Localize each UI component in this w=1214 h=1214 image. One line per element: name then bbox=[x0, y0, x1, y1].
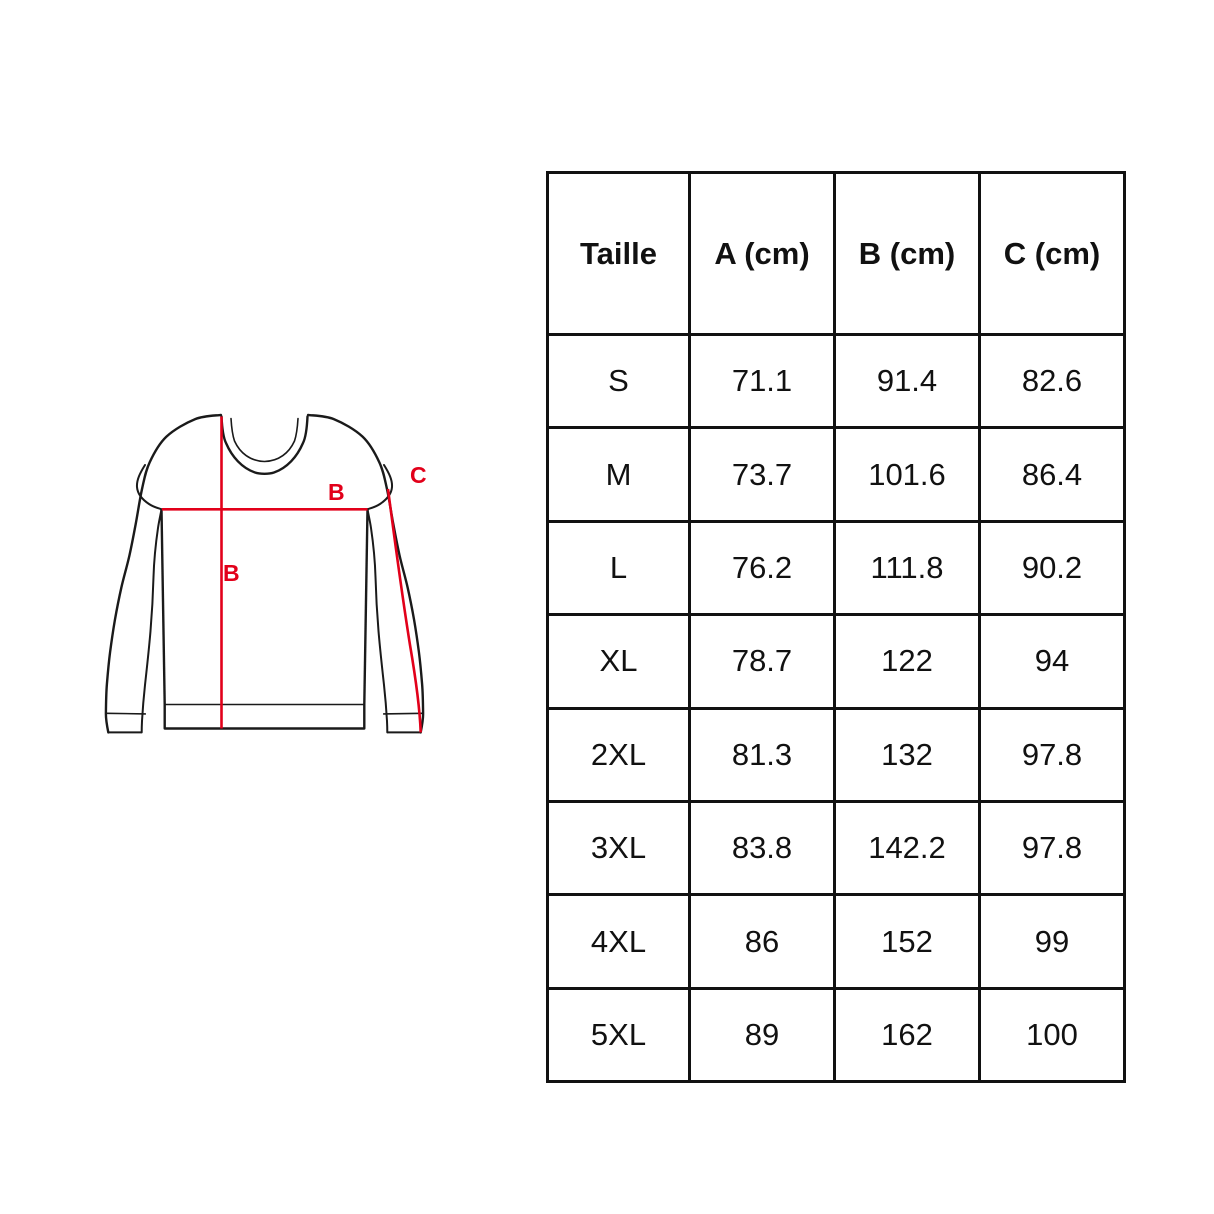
svg-text:B: B bbox=[328, 479, 345, 505]
svg-text:C: C bbox=[410, 462, 427, 488]
svg-text:B: B bbox=[223, 560, 240, 586]
